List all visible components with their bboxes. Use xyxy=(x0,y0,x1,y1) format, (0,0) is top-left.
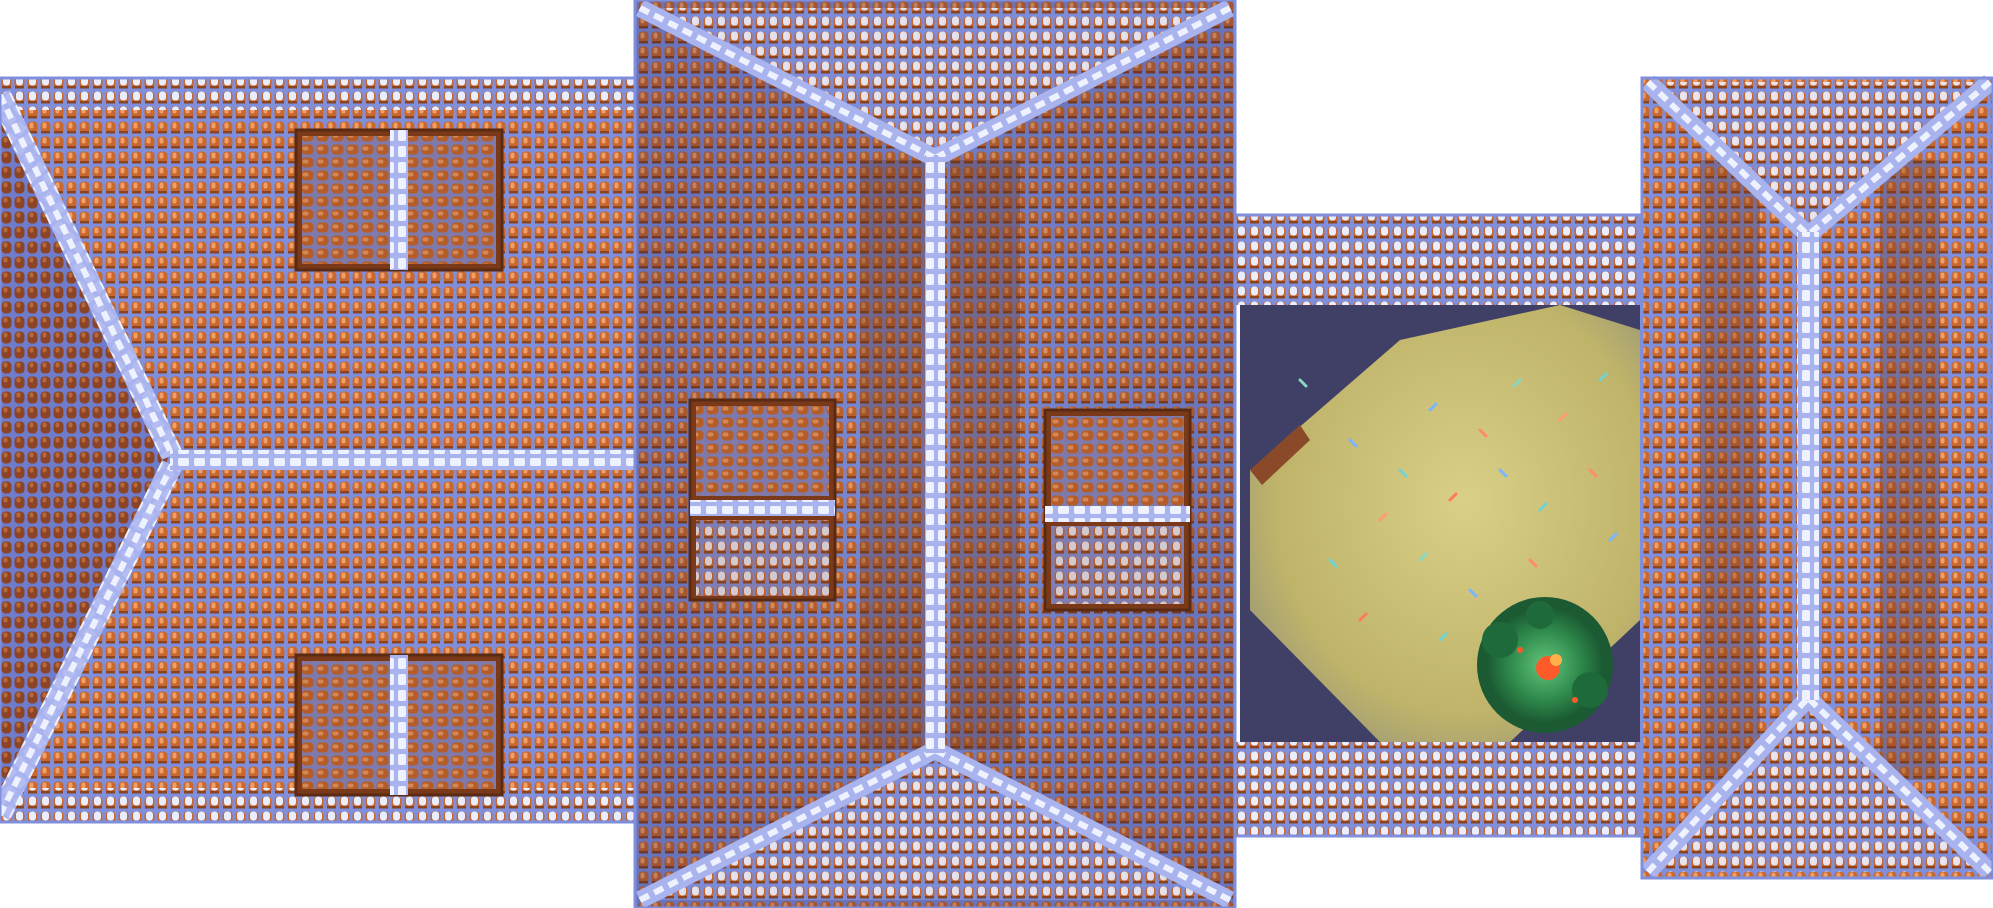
shrub-icon xyxy=(1477,597,1613,733)
dormer-window-icon xyxy=(294,653,504,797)
cross-ridge xyxy=(1797,232,1819,700)
dormer-window-icon xyxy=(294,128,504,272)
open-courtyard xyxy=(1233,213,1642,838)
hip-roof-left xyxy=(0,76,637,824)
main-ridge xyxy=(170,450,635,470)
central-ridge xyxy=(925,155,945,753)
dormer-window-icon xyxy=(1043,408,1192,612)
confetti-particles xyxy=(1298,372,1618,642)
dormer-window-icon xyxy=(688,398,837,602)
gable-roof-center xyxy=(633,0,1237,908)
cross-roof-right xyxy=(1640,75,1993,880)
